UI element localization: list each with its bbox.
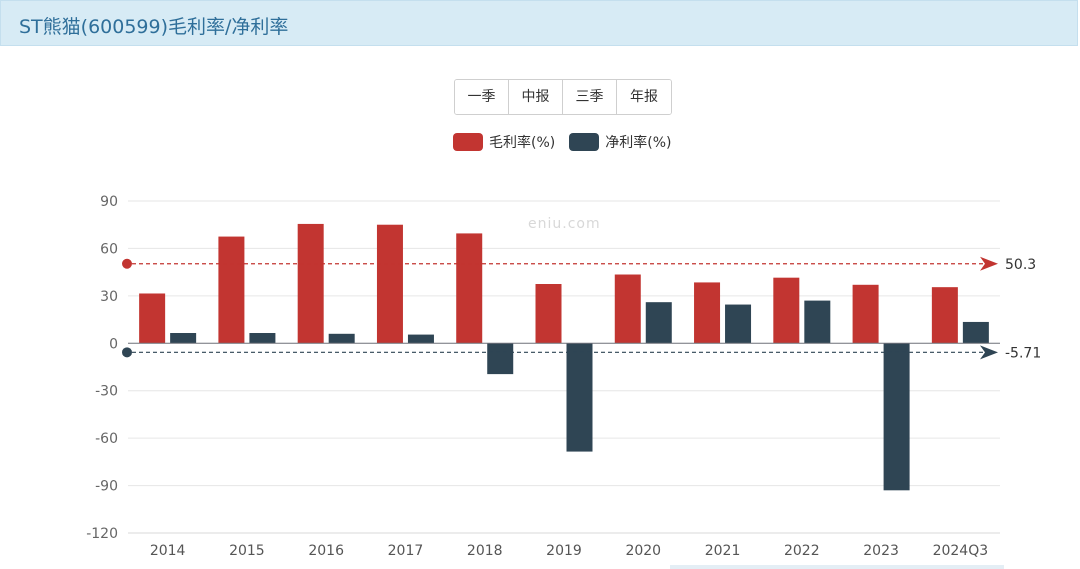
bar-gross-margin (694, 282, 721, 344)
average-line-label: -5.71 (1005, 345, 1041, 361)
average-line-label: 50.3 (1005, 257, 1036, 273)
bar-gross-margin (535, 284, 562, 344)
header-bar: ST熊猫(600599)毛利率/净利率 (0, 0, 1078, 46)
period-q3-button[interactable]: 三季 (563, 80, 617, 114)
x-tick-label: 2018 (467, 543, 503, 559)
legend-swatch-net-margin (569, 133, 600, 151)
bar-net-margin (725, 304, 752, 344)
bar-gross-margin (931, 287, 958, 344)
bar-gross-margin (376, 224, 403, 344)
legend-label-net-margin: 净利率(%) (605, 135, 672, 151)
bar-net-margin (328, 333, 355, 344)
bar-net-margin (566, 343, 593, 452)
bar-gross-margin (139, 293, 166, 344)
period-selector: 一季 中报 三季 年报 (454, 79, 672, 115)
legend-item-gross-margin[interactable]: 毛利率(%) (453, 132, 555, 152)
period-annual-button[interactable]: 年报 (617, 80, 671, 114)
average-line-start-dot (122, 347, 132, 358)
bar-net-margin (407, 334, 434, 344)
y-tick-label: -90 (95, 479, 118, 495)
bar-gross-margin (456, 233, 483, 344)
legend-item-net-margin[interactable]: 净利率(%) (569, 132, 671, 152)
bar-net-margin (249, 333, 276, 344)
x-tick-label: 2021 (705, 543, 741, 559)
bar-gross-margin (614, 274, 641, 344)
x-tick-label: 2014 (150, 543, 186, 559)
bar-net-margin (962, 321, 989, 344)
bar-gross-margin (773, 277, 800, 344)
bar-gross-margin (852, 284, 879, 344)
x-tick-label: 2019 (546, 543, 582, 559)
legend-swatch-gross-margin (453, 133, 483, 151)
y-tick-label: 90 (100, 194, 118, 210)
y-tick-label: 60 (100, 241, 118, 257)
x-tick-label: 2015 (229, 543, 265, 559)
bar-net-margin (487, 343, 514, 375)
x-tick-label: 2017 (388, 543, 424, 559)
scroll-strip (670, 565, 1004, 569)
y-tick-label: -60 (95, 431, 118, 447)
legend-label-gross-margin: 毛利率(%) (489, 135, 556, 151)
bar-gross-margin (297, 223, 324, 344)
y-tick-label: -30 (95, 384, 118, 400)
period-half-year-button[interactable]: 中报 (509, 80, 563, 114)
bar-net-margin (645, 302, 672, 344)
bar-net-margin (170, 333, 197, 344)
bar-gross-margin (218, 236, 245, 344)
x-tick-label: 2022 (784, 543, 820, 559)
average-line-start-dot (122, 258, 132, 269)
y-tick-label: 0 (109, 336, 118, 352)
bar-net-margin (804, 300, 831, 344)
average-line-arrow (980, 345, 998, 360)
watermark: eniu.com (528, 216, 601, 232)
chart-legend: 毛利率(%) 净利率(%) (453, 131, 685, 153)
y-tick-label: -120 (86, 526, 118, 542)
page-title: ST熊猫(600599)毛利率/净利率 (19, 16, 289, 38)
x-tick-label: 2024Q3 (933, 543, 989, 559)
average-line-arrow (980, 256, 998, 271)
bar-net-margin (883, 343, 910, 491)
x-tick-label: 2023 (863, 543, 899, 559)
y-tick-label: 30 (100, 289, 118, 305)
x-tick-label: 2020 (625, 543, 661, 559)
x-tick-label: 2016 (308, 543, 344, 559)
period-q1-button[interactable]: 一季 (455, 80, 509, 114)
